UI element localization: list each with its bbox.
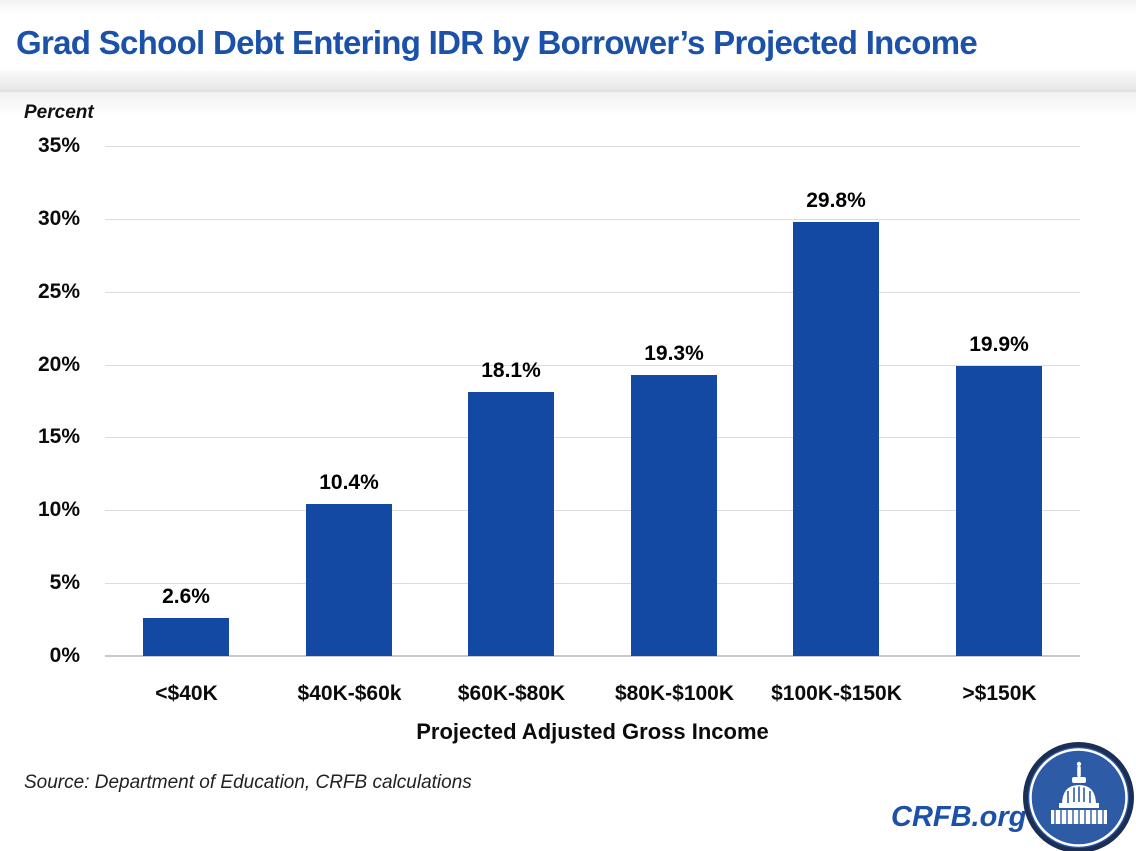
x-axis-title: Projected Adjusted Gross Income xyxy=(416,719,769,744)
bar xyxy=(468,392,554,656)
x-axis-category-label: >$150K xyxy=(962,682,1037,705)
x-axis-category-label: $40K-$60k xyxy=(297,682,402,705)
gridline xyxy=(105,291,1080,293)
bar-value-label: 29.8% xyxy=(806,189,866,212)
bar-value-label: 10.4% xyxy=(319,471,379,494)
gridline xyxy=(105,583,1080,585)
y-axis-tick-label: 5% xyxy=(49,571,80,595)
title-divider xyxy=(0,71,1136,92)
x-axis-baseline xyxy=(105,655,1080,657)
top-gradient xyxy=(0,0,1136,14)
bar-value-label: 19.3% xyxy=(644,342,704,365)
y-axis-tick-label: 35% xyxy=(37,134,80,157)
gridline xyxy=(105,510,1080,512)
gridline xyxy=(105,437,1080,439)
title-divider-shadow xyxy=(0,92,1136,116)
y-axis-tick-label: 20% xyxy=(37,352,80,376)
gridline xyxy=(105,146,1080,147)
y-axis-tick-label: 15% xyxy=(37,425,80,449)
y-axis-tick-label: 30% xyxy=(37,206,80,230)
bar xyxy=(631,375,717,656)
capitol-dome-badge-icon xyxy=(1023,742,1134,851)
y-axis-unit-label: Percent xyxy=(24,102,94,123)
x-axis-category-label: $60K-$80K xyxy=(457,682,566,705)
x-axis-category-label: <$40K xyxy=(155,682,218,705)
bar-value-label: 19.9% xyxy=(969,333,1029,356)
bar xyxy=(306,504,392,656)
bar xyxy=(956,366,1042,656)
bar-value-label: 2.6% xyxy=(162,585,210,608)
x-axis-category-label: $80K-$100K xyxy=(614,682,735,705)
bar xyxy=(143,618,229,656)
source-note: Source: Department of Education, CRFB ca… xyxy=(24,772,472,793)
y-axis-tick-label: 10% xyxy=(37,498,80,522)
chart-title: Grad School Debt Entering IDR by Borrowe… xyxy=(16,24,978,61)
bar-value-label: 18.1% xyxy=(481,359,541,382)
y-axis-tick-label: 25% xyxy=(37,279,80,303)
gridline xyxy=(105,218,1080,220)
y-axis-tick-label: 0% xyxy=(49,644,80,667)
x-axis-category-label: $100K-$150K xyxy=(771,682,902,705)
gridline xyxy=(105,364,1080,366)
bar xyxy=(793,222,879,656)
brand-text: CRFB.org xyxy=(891,801,1027,833)
